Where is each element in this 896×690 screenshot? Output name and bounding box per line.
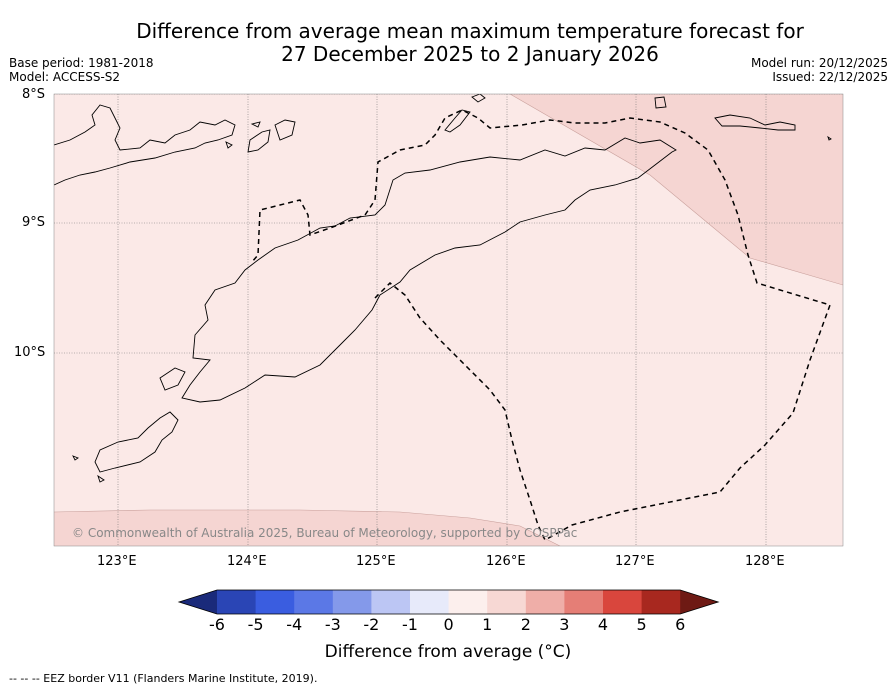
colorbar-tick-label: 5 xyxy=(636,615,647,634)
colorbar-label: Difference from average (°C) xyxy=(324,642,572,662)
lon-label-124e: 124°E xyxy=(227,554,267,569)
colorbar-tick-label: 3 xyxy=(559,615,570,634)
issued-date: Issued: 22/12/2025 xyxy=(772,70,888,84)
colorbar xyxy=(177,589,720,615)
lon-label-123e: 123°E xyxy=(97,554,137,569)
lon-label-126e: 126°E xyxy=(486,554,526,569)
colorbar-tick-label: 1 xyxy=(482,615,493,634)
lon-label-125e: 125°E xyxy=(356,554,396,569)
colorbar-segment xyxy=(332,590,372,614)
colorbar-segment xyxy=(217,590,257,614)
colorbar-tick-label: 6 xyxy=(675,615,686,634)
colorbar-tick-label: -5 xyxy=(247,615,264,634)
colorbar-tick-label: -6 xyxy=(209,615,225,634)
colorbar-segment xyxy=(641,590,681,614)
model-run: Model run: 20/12/2025 xyxy=(750,56,888,70)
lat-label-8s: 8°S xyxy=(22,87,46,102)
model-name: Model: ACCESS-S2 xyxy=(9,70,121,84)
colorbar-outline xyxy=(177,589,720,615)
colorbar-segment xyxy=(603,590,643,614)
colorbar-extend-high xyxy=(680,590,719,614)
colorbar-tick-label: -2 xyxy=(363,615,380,634)
colorbar-segment xyxy=(448,590,488,614)
chart-title: Difference from average mean maximum tem… xyxy=(0,20,896,66)
base-period: Base period: 1981-2018 xyxy=(9,56,154,70)
title-line-1: Difference from average mean maximum tem… xyxy=(136,19,804,43)
anomaly-contour-line-south xyxy=(54,509,561,546)
anomaly-contour-line xyxy=(509,94,843,286)
colorbar-tick-label: 0 xyxy=(443,615,454,634)
lat-label-9s: 9°S xyxy=(22,215,46,230)
colorbar-extend-low xyxy=(179,590,217,614)
anomaly-band-1-2-northeast xyxy=(510,94,843,285)
colorbar-segment xyxy=(294,590,334,614)
colorbar-segment xyxy=(410,590,450,614)
lon-label-128e: 128°E xyxy=(745,554,785,569)
title-line-2: 27 December 2025 to 2 January 2026 xyxy=(281,42,659,66)
meta-left: Base period: 1981-2018 Model: ACCESS-S2 xyxy=(9,56,154,84)
colorbar-segment xyxy=(255,590,295,614)
lon-label-127e: 127°E xyxy=(615,554,655,569)
coastlines xyxy=(54,94,832,483)
colorbar-segment xyxy=(525,590,565,614)
colorbar-segment xyxy=(371,590,411,614)
eez-footnote: -- -- -- EEZ border V11 (Flanders Marine… xyxy=(9,672,318,685)
lat-label-10s: 10°S xyxy=(14,345,46,360)
colorbar-tick-label: -4 xyxy=(286,615,303,634)
eez-border xyxy=(251,109,831,542)
colorbar-tick-label: -1 xyxy=(402,615,418,634)
colorbar-tick-label: 4 xyxy=(597,615,609,634)
anomaly-band-1-2-south xyxy=(54,510,560,546)
colorbar-segment xyxy=(487,590,527,614)
colorbar-tick-label: 2 xyxy=(520,615,531,634)
colorbar-segment xyxy=(564,590,604,614)
map-copyright: © Commonwealth of Australia 2025, Bureau… xyxy=(72,526,577,540)
colorbar-tick-label: -3 xyxy=(324,615,341,634)
meta-right: Model run: 20/12/2025 Issued: 22/12/2025 xyxy=(751,56,888,84)
